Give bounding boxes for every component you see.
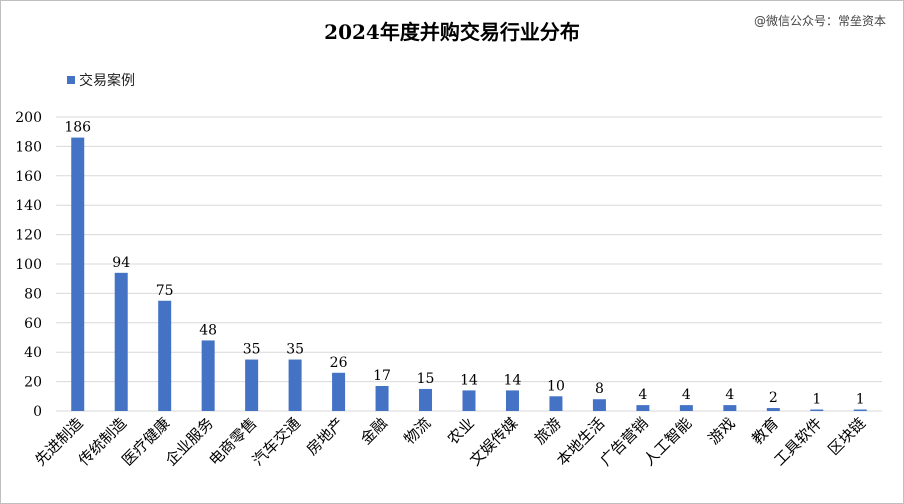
bar — [679, 405, 693, 411]
x-tick-label: 旅游 — [531, 414, 565, 448]
legend-swatch — [67, 76, 75, 84]
y-tick-label: 200 — [15, 110, 42, 126]
y-tick-label: 0 — [33, 404, 42, 420]
x-tick-label: 游戏 — [705, 414, 739, 448]
bar — [636, 405, 650, 411]
bar — [505, 390, 519, 411]
x-tick-label: 教育 — [748, 414, 782, 448]
data-label: 1 — [812, 392, 821, 408]
bar — [462, 390, 476, 411]
data-label: 4 — [638, 387, 647, 403]
data-label: 2 — [769, 390, 778, 406]
y-tick-label: 20 — [24, 375, 42, 391]
y-tick-label: 60 — [24, 316, 42, 332]
bar — [853, 409, 867, 411]
data-label: 48 — [199, 322, 217, 338]
data-label: 14 — [460, 372, 478, 388]
data-label: 186 — [64, 120, 91, 136]
bar — [723, 405, 737, 411]
bar — [245, 359, 259, 411]
bar — [766, 408, 780, 411]
x-tick-label: 汽车交通 — [249, 414, 304, 469]
y-tick-label: 160 — [15, 169, 42, 185]
x-tick-label: 物流 — [400, 414, 434, 448]
data-label: 35 — [243, 342, 261, 358]
x-tick-label: 房地产 — [303, 414, 348, 459]
data-label: 14 — [504, 372, 522, 388]
y-tick-label: 140 — [15, 198, 42, 214]
bar — [419, 388, 433, 411]
x-tick-label: 金融 — [357, 414, 391, 448]
bar — [158, 300, 172, 411]
data-label: 35 — [286, 342, 304, 358]
x-tick-label: 人工智能 — [640, 414, 695, 469]
y-tick-label: 40 — [24, 345, 42, 361]
chart-title: 2024年度并购交易行业分布 — [324, 20, 580, 44]
bar — [375, 386, 389, 411]
data-label: 15 — [417, 371, 435, 387]
bar — [288, 359, 302, 411]
data-label: 17 — [373, 368, 391, 384]
y-tick-label: 80 — [24, 286, 42, 302]
x-tick-label: 区块链 — [825, 414, 870, 459]
x-tick-label: 农业 — [444, 414, 478, 448]
data-label: 94 — [112, 255, 130, 271]
bar — [592, 399, 606, 411]
data-label: 8 — [595, 381, 604, 397]
bar — [71, 137, 85, 411]
data-label: 4 — [682, 387, 691, 403]
legend: 交易案例 — [67, 70, 135, 90]
data-label: 26 — [330, 355, 348, 371]
data-label: 4 — [725, 387, 734, 403]
bar — [114, 272, 128, 411]
bar — [201, 340, 215, 411]
bar — [810, 409, 824, 411]
y-tick-label: 120 — [15, 228, 42, 244]
bar — [332, 372, 346, 411]
x-tick-label: 文娱传媒 — [466, 414, 521, 469]
data-label: 1 — [856, 392, 865, 408]
y-tick-label: 100 — [15, 257, 42, 273]
watermark-text: @微信公众号：常垒资本 — [753, 14, 886, 28]
x-tick-label: 工具软件 — [770, 414, 825, 469]
data-label: 75 — [156, 283, 174, 299]
bar — [549, 396, 563, 411]
legend-label: 交易案例 — [79, 73, 135, 89]
y-tick-label: 180 — [15, 139, 42, 155]
data-label: 10 — [547, 378, 565, 394]
